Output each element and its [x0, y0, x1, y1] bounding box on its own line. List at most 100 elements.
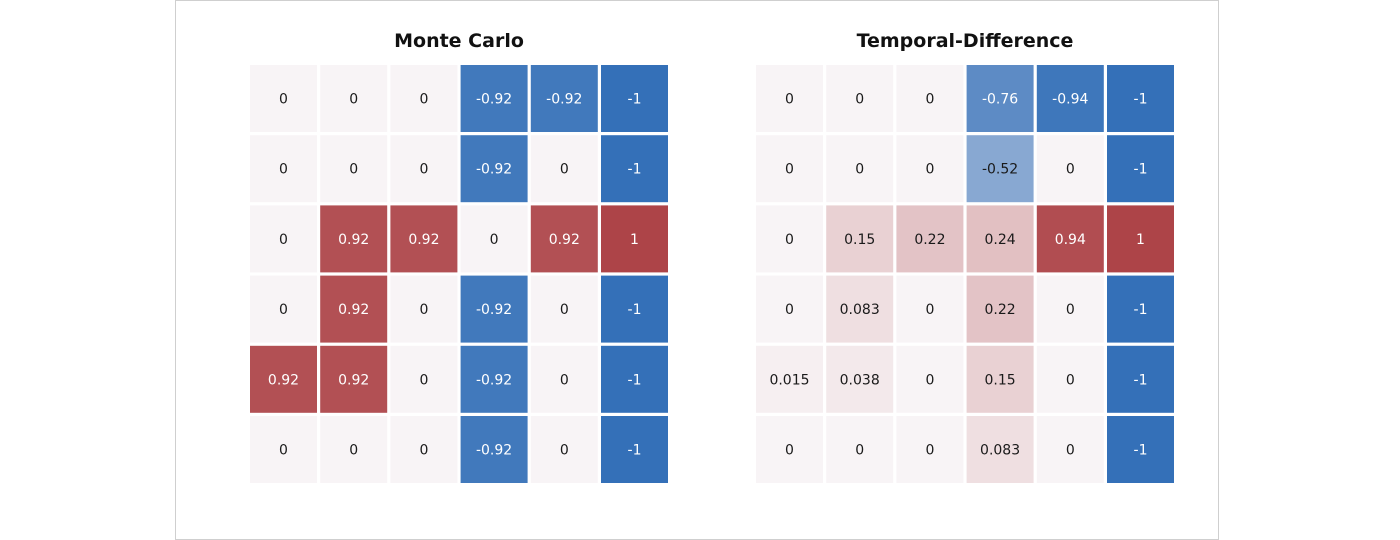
temporal-difference-label-r3-c5: -1 — [1134, 302, 1148, 318]
temporal-difference-cell-r4-c4 — [1036, 345, 1104, 413]
monte-carlo-cell-r1-c2 — [390, 135, 458, 203]
monte-carlo-cell-r5-c0 — [250, 416, 317, 483]
monte-carlo-cell-r0-c2 — [390, 65, 458, 132]
monte-carlo-label-r1-c2: 0 — [419, 162, 428, 178]
monte-carlo-cell-r5-c1 — [320, 416, 388, 483]
temporal-difference-cell-r5-c3 — [966, 416, 1034, 483]
temporal-difference-label-r0-c3: -0.76 — [982, 92, 1018, 108]
temporal-difference-cell-r4-c2 — [896, 345, 964, 413]
temporal-difference-cell-r0-c3 — [966, 65, 1034, 132]
monte-carlo-label-r2-c5: 1 — [630, 232, 639, 248]
temporal-difference-cell-r1-c2 — [896, 135, 964, 203]
temporal-difference-cell-r5-c2 — [896, 416, 964, 483]
temporal-difference-label-r2-c2: 0.22 — [914, 232, 945, 248]
temporal-difference-cell-r3-c5 — [1107, 275, 1174, 343]
monte-carlo-cell-r4-c3 — [460, 345, 528, 413]
temporal-difference-label-r4-c0: 0.015 — [769, 372, 809, 388]
monte-carlo-label-r0-c4: -0.92 — [546, 92, 582, 108]
temporal-difference-cell-r0-c4 — [1036, 65, 1104, 132]
monte-carlo-label-r3-c4: 0 — [560, 302, 569, 318]
temporal-difference-label-r4-c2: 0 — [925, 372, 934, 388]
monte-carlo-label-r1-c3: -0.92 — [476, 162, 512, 178]
temporal-difference-cell-r1-c0 — [756, 135, 823, 203]
temporal-difference-label-r2-c4: 0.94 — [1055, 232, 1086, 248]
monte-carlo-label-r2-c3: 0 — [490, 232, 499, 248]
monte-carlo-cell-r2-c1 — [320, 205, 388, 273]
monte-carlo-cell-r3-c1 — [320, 275, 388, 343]
temporal-difference-cell-r3-c2 — [896, 275, 964, 343]
monte-carlo-cell-r2-c5 — [601, 205, 668, 273]
temporal-difference-label-r2-c0: 0 — [785, 232, 794, 248]
temporal-difference-cell-r1-c3 — [966, 135, 1034, 203]
monte-carlo-label-r0-c5: -1 — [628, 92, 642, 108]
monte-carlo-cell-r1-c0 — [250, 135, 317, 203]
temporal-difference-label-r4-c3: 0.15 — [985, 372, 1016, 388]
temporal-difference-cell-r5-c0 — [756, 416, 823, 483]
monte-carlo-label-r2-c4: 0.92 — [549, 232, 580, 248]
monte-carlo-cell-r4-c0 — [250, 345, 317, 413]
monte-carlo-cell-r5-c5 — [601, 416, 668, 483]
temporal-difference-cell-r2-c0 — [756, 205, 823, 273]
monte-carlo-label-r4-c2: 0 — [419, 372, 428, 388]
monte-carlo-label-r0-c0: 0 — [279, 92, 288, 108]
monte-carlo-label-r3-c5: -1 — [628, 302, 642, 318]
temporal-difference-label-r1-c3: -0.52 — [982, 162, 1018, 178]
monte-carlo-label-r0-c1: 0 — [349, 92, 358, 108]
monte-carlo-cell-r4-c4 — [530, 345, 598, 413]
monte-carlo-label-r2-c1: 0.92 — [338, 232, 369, 248]
monte-carlo-label-r1-c0: 0 — [279, 162, 288, 178]
temporal-difference-label-r5-c3: 0.083 — [980, 443, 1020, 459]
temporal-difference-cell-r0-c5 — [1107, 65, 1174, 132]
monte-carlo-cell-r3-c2 — [390, 275, 458, 343]
monte-carlo-label-r3-c2: 0 — [419, 302, 428, 318]
monte-carlo-label-r4-c1: 0.92 — [338, 372, 369, 388]
monte-carlo-cell-r3-c3 — [460, 275, 528, 343]
temporal-difference-label-r1-c0: 0 — [785, 162, 794, 178]
temporal-difference-label-r3-c3: 0.22 — [985, 302, 1016, 318]
temporal-difference-label-r0-c5: -1 — [1134, 92, 1148, 108]
monte-carlo-cell-r1-c5 — [601, 135, 668, 203]
temporal-difference-cell-r4-c3 — [966, 345, 1034, 413]
monte-carlo-label-r1-c5: -1 — [628, 162, 642, 178]
monte-carlo-cell-r2-c2 — [390, 205, 458, 273]
monte-carlo-cell-r3-c5 — [601, 275, 668, 343]
temporal-difference-label-r0-c0: 0 — [785, 92, 794, 108]
monte-carlo-cell-r4-c5 — [601, 345, 668, 413]
monte-carlo-label-r5-c0: 0 — [279, 443, 288, 459]
monte-carlo-cell-r1-c3 — [460, 135, 528, 203]
monte-carlo-cell-r5-c3 — [460, 416, 528, 483]
temporal-difference-label-r4-c4: 0 — [1066, 372, 1075, 388]
monte-carlo-label-r5-c3: -0.92 — [476, 443, 512, 459]
temporal-difference-label-r0-c2: 0 — [925, 92, 934, 108]
temporal-difference-label-r2-c1: 0.15 — [844, 232, 875, 248]
temporal-difference-cell-r2-c2 — [896, 205, 964, 273]
temporal-difference-cell-r1-c1 — [826, 135, 894, 203]
temporal-difference-cell-r4-c5 — [1107, 345, 1174, 413]
temporal-difference-cell-r0-c0 — [756, 65, 823, 132]
temporal-difference-label-r2-c3: 0.24 — [985, 232, 1016, 248]
monte-carlo-cell-r1-c4 — [530, 135, 598, 203]
monte-carlo-panel: Monte Carlo 0 0 0 -0.92 -0.92 -10 0 0 -0.92 0 -10 0… — [250, 30, 668, 483]
temporal-difference-cell-r3-c3 — [966, 275, 1034, 343]
temporal-difference-label-r4-c5: -1 — [1134, 372, 1148, 388]
monte-carlo-cell-r0-c0 — [250, 65, 317, 132]
temporal-difference-cell-r5-c5 — [1107, 416, 1174, 483]
monte-carlo-label-r2-c2: 0.92 — [408, 232, 439, 248]
monte-carlo-label-r5-c1: 0 — [349, 443, 358, 459]
temporal-difference-panel: Temporal-Difference 0 0 0 -0.76 -0.94 -1 0 0 0 -0… — [756, 30, 1174, 483]
monte-carlo-cell-r2-c3 — [460, 205, 528, 273]
temporal-difference-label-r1-c4: 0 — [1066, 162, 1075, 178]
monte-carlo-label-r1-c4: 0 — [560, 162, 569, 178]
temporal-difference-cell-r3-c1 — [826, 275, 894, 343]
monte-carlo-label-r5-c4: 0 — [560, 443, 569, 459]
monte-carlo-cell-r0-c3 — [460, 65, 528, 132]
temporal-difference-label-r0-c4: -0.94 — [1052, 92, 1088, 108]
monte-carlo-cell-r0-c1 — [320, 65, 388, 132]
chart-title-temporal-difference: Temporal-Difference — [857, 30, 1074, 52]
monte-carlo-cell-r0-c5 — [601, 65, 668, 132]
temporal-difference-cell-r3-c4 — [1036, 275, 1104, 343]
temporal-difference-cell-r5-c1 — [826, 416, 894, 483]
monte-carlo-cell-r5-c4 — [530, 416, 598, 483]
temporal-difference-label-r3-c2: 0 — [925, 302, 934, 318]
temporal-difference-label-r3-c0: 0 — [785, 302, 794, 318]
